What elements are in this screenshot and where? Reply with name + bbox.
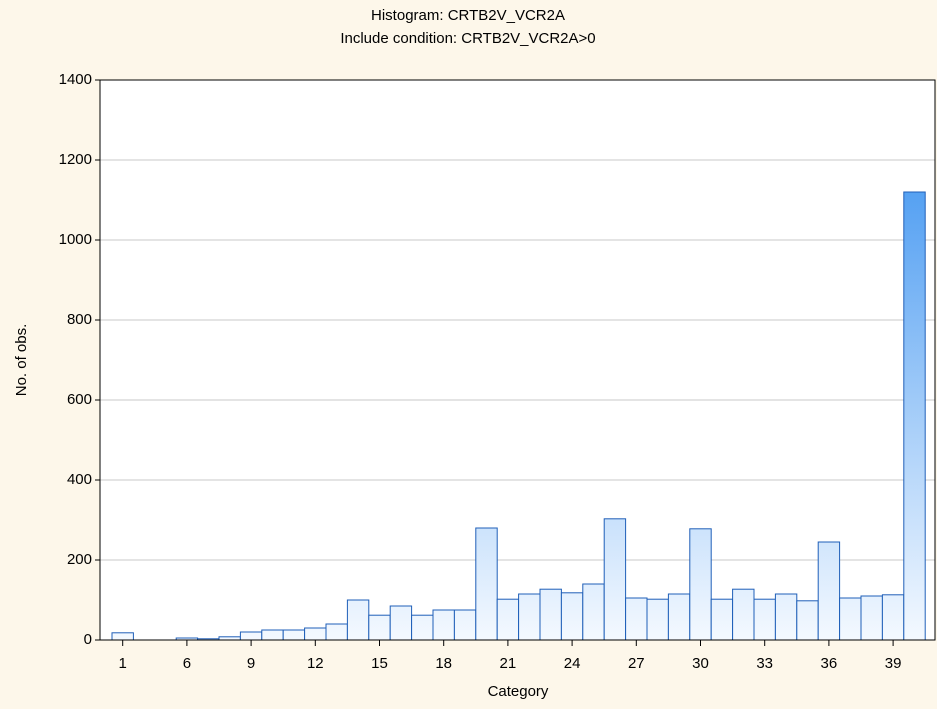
y-tick-label: 1000 [59, 231, 92, 248]
bar [411, 614, 434, 641]
x-tick-label: 21 [500, 655, 517, 672]
bar [453, 609, 477, 641]
bar [111, 632, 134, 641]
plot-border [99, 79, 936, 641]
y-tick-label: 1200 [59, 151, 92, 168]
bar [839, 597, 862, 641]
bar [304, 627, 327, 641]
plot: 0 200 400 600 800 1000 1200 1400 1 6 9 12 15 18 21 24 27… [59, 71, 935, 672]
bar [261, 629, 284, 641]
x-axis-label: Category [488, 683, 549, 700]
bar [625, 597, 648, 641]
bar [860, 595, 883, 641]
bar [368, 614, 391, 641]
x-tick-label: 18 [435, 655, 452, 672]
x-tick-label: 9 [247, 655, 255, 672]
chart-subtitle: Include condition: CRTB2V_VCR2A>0 [340, 30, 595, 47]
x-tick-label: 12 [307, 655, 324, 672]
bar [753, 598, 776, 641]
bar [603, 518, 627, 641]
chart-title: Histogram: CRTB2V_VCR2A [371, 7, 565, 24]
y-tick-label: 600 [67, 391, 92, 408]
x-tick-label: 1 [119, 655, 127, 672]
x-tick-label: 33 [756, 655, 773, 672]
bar [389, 605, 413, 641]
y-tick-label: 0 [84, 631, 92, 648]
plot-area [100, 80, 935, 640]
x-tick-label: 24 [564, 655, 581, 672]
bar [518, 593, 541, 641]
bar [646, 598, 669, 641]
bar [817, 541, 841, 641]
y-tick-label: 400 [67, 471, 92, 488]
x-tick-label: 39 [885, 655, 902, 672]
y-axis-label: No. of obs. [13, 324, 30, 397]
bar [710, 598, 734, 641]
bar [496, 598, 520, 641]
bar [325, 623, 348, 641]
bar [239, 631, 263, 641]
bar [774, 593, 798, 641]
bar [475, 527, 498, 641]
bar [282, 629, 306, 641]
y-tick-label: 1400 [59, 71, 92, 88]
x-tick-label: 27 [628, 655, 645, 672]
bar [432, 609, 455, 641]
y-tick-label: 200 [67, 551, 92, 568]
bar [539, 588, 562, 641]
x-tick-label: 30 [692, 655, 709, 672]
bar [560, 592, 584, 641]
x-tick-label: 15 [371, 655, 388, 672]
bar [903, 191, 926, 641]
bar [881, 594, 905, 641]
x-tick-label: 36 [821, 655, 838, 672]
bar [582, 583, 605, 641]
bar [667, 593, 691, 641]
bar [689, 528, 712, 641]
bar [732, 588, 755, 641]
y-tick-label: 800 [67, 311, 92, 328]
bar [796, 600, 819, 641]
x-tick-label: 6 [183, 655, 191, 672]
bar [346, 599, 370, 641]
